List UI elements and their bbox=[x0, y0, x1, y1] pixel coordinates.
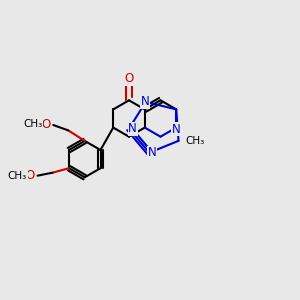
Text: CH₃: CH₃ bbox=[23, 119, 43, 129]
Text: O: O bbox=[124, 72, 134, 85]
Text: N: N bbox=[172, 123, 181, 136]
Text: CH₃: CH₃ bbox=[8, 171, 27, 181]
Text: CH₃: CH₃ bbox=[185, 136, 205, 146]
Text: N: N bbox=[128, 122, 137, 135]
Text: O: O bbox=[41, 118, 50, 131]
Text: N: N bbox=[147, 146, 156, 159]
Text: N: N bbox=[141, 95, 149, 108]
Text: O: O bbox=[26, 169, 34, 182]
